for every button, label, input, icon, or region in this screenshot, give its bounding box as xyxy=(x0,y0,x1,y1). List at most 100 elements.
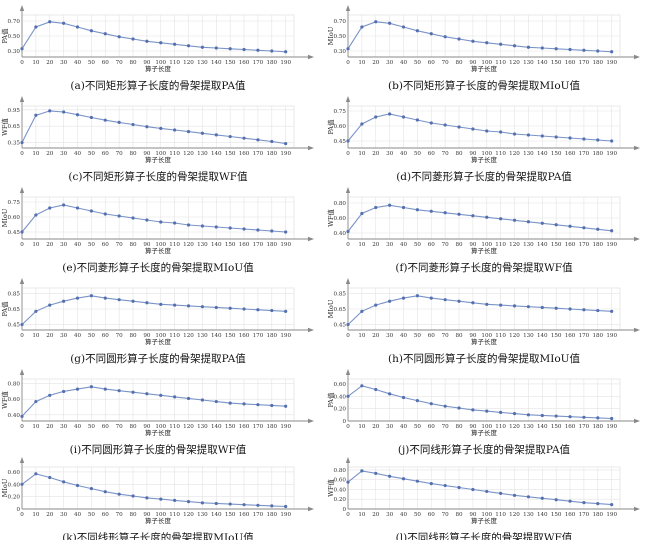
data-point xyxy=(346,47,350,51)
x-axis-arrow-icon xyxy=(634,54,640,60)
x-tick-label: 50 xyxy=(414,424,422,430)
data-point xyxy=(20,230,24,234)
x-axis-label: 算子长度 xyxy=(145,516,172,525)
data-point xyxy=(526,220,531,224)
data-point xyxy=(214,501,218,506)
data-point xyxy=(20,322,24,327)
data-point xyxy=(256,48,260,52)
data-point xyxy=(200,305,205,309)
x-axis-arrow-icon xyxy=(308,506,314,512)
data-point xyxy=(103,387,107,391)
x-tick-label: 140 xyxy=(537,60,548,66)
x-tick-label: 10 xyxy=(358,151,366,157)
x-tick-label: 40 xyxy=(400,512,408,518)
data-point xyxy=(173,128,177,132)
x-axis-label: 算子长度 xyxy=(471,246,498,255)
data-point xyxy=(200,501,205,505)
data-point xyxy=(568,136,572,140)
x-tick-label: 190 xyxy=(606,424,617,430)
x-tick-label: 40 xyxy=(400,242,408,248)
data-point xyxy=(48,393,52,397)
data-point xyxy=(401,25,406,29)
data-point xyxy=(186,223,191,227)
data-point xyxy=(256,403,260,407)
data-point xyxy=(228,401,232,405)
data-point xyxy=(346,229,350,234)
x-tick-label: 110 xyxy=(169,424,180,430)
data-point xyxy=(346,139,350,143)
x-tick-label: 70 xyxy=(116,512,124,518)
x-tick-label: 70 xyxy=(116,242,124,248)
x-tick-label: 170 xyxy=(579,512,590,518)
data-point xyxy=(610,139,614,143)
x-tick-label: 80 xyxy=(455,60,463,66)
data-point xyxy=(401,205,406,210)
data-point xyxy=(596,227,600,231)
data-point xyxy=(48,303,52,307)
data-point xyxy=(48,475,52,480)
x-tick-label: 180 xyxy=(266,242,277,248)
data-point xyxy=(360,122,364,126)
data-point xyxy=(388,392,392,396)
x-tick-label: 50 xyxy=(414,333,422,339)
x-tick-label: 40 xyxy=(400,424,408,430)
x-tick-label: 190 xyxy=(606,242,617,248)
data-point xyxy=(429,296,433,300)
x-axis-label: 算子长度 xyxy=(145,155,172,164)
x-tick-label: 40 xyxy=(74,424,82,430)
x-tick-label: 80 xyxy=(455,242,463,248)
data-point xyxy=(415,29,419,33)
chart-3: 0.35 0.65 0.95 0 10 20 30 40 50 60 70 80 90 100 110 120… xyxy=(0,96,314,183)
y-axis-arrow-icon xyxy=(19,187,25,193)
data-point xyxy=(512,493,517,497)
series-line xyxy=(21,473,286,508)
data-point xyxy=(103,296,107,300)
data-point xyxy=(429,32,433,36)
x-tick-label: 80 xyxy=(129,60,137,66)
data-point xyxy=(485,489,489,494)
x-tick-label: 120 xyxy=(509,333,520,339)
x-tick-label: 50 xyxy=(414,151,422,157)
x-tick-label: 140 xyxy=(211,333,222,339)
data-point xyxy=(610,50,614,54)
data-point xyxy=(512,304,517,308)
data-point xyxy=(360,384,364,388)
x-tick-label: 160 xyxy=(239,242,250,248)
y-axis-label: PA值 xyxy=(326,119,335,134)
data-point xyxy=(554,414,558,418)
data-point xyxy=(346,480,350,484)
x-tick-label: 130 xyxy=(197,60,208,66)
data-point xyxy=(415,399,419,403)
plot-frame xyxy=(347,105,621,149)
data-point xyxy=(131,494,135,498)
x-tick-label: 100 xyxy=(155,424,166,430)
x-tick-label: 10 xyxy=(32,242,40,248)
x-tick-label: 140 xyxy=(211,512,222,518)
x-tick-label: 160 xyxy=(565,512,576,518)
x-tick-label: 10 xyxy=(32,333,40,339)
x-tick-label: 70 xyxy=(442,242,450,248)
y-axis-label: WF值 xyxy=(326,209,335,227)
data-point xyxy=(89,294,93,298)
data-point xyxy=(145,125,149,129)
y-axis-label: WF值 xyxy=(0,391,9,409)
data-point xyxy=(610,229,614,233)
data-point xyxy=(526,133,531,137)
data-point xyxy=(596,49,600,53)
y-axis-label: WF值 xyxy=(0,118,9,136)
data-point xyxy=(159,220,163,224)
data-point xyxy=(242,503,246,507)
data-point xyxy=(228,134,232,139)
series-line xyxy=(21,204,286,233)
x-tick-label: 150 xyxy=(225,242,236,248)
data-point xyxy=(596,308,600,313)
x-tick-label: 160 xyxy=(565,60,576,66)
x-tick-label: 180 xyxy=(266,151,277,157)
data-point xyxy=(117,214,121,218)
data-point xyxy=(512,132,517,136)
x-tick-label: 140 xyxy=(211,242,222,248)
data-point xyxy=(596,502,600,506)
data-point xyxy=(526,305,531,309)
data-point xyxy=(471,127,475,131)
y-tick-label: 0.65 xyxy=(8,124,21,130)
